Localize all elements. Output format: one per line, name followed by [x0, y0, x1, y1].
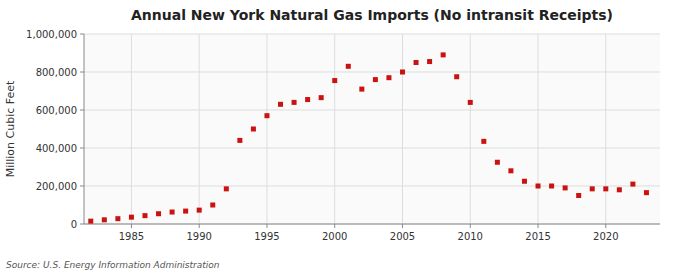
- point: [237, 138, 242, 143]
- point: [142, 213, 147, 218]
- x-grid-line: [605, 34, 606, 224]
- chart-title: Annual New York Natural Gas Imports (No …: [131, 7, 613, 23]
- y-tick: [80, 72, 84, 73]
- x-tick-label: 1985: [119, 231, 144, 242]
- x-grid-line: [402, 34, 403, 224]
- y-axis-label: Million Cubic Feet: [4, 80, 17, 177]
- plot-background: [84, 34, 660, 224]
- point: [603, 186, 608, 191]
- point: [644, 190, 649, 195]
- point: [88, 219, 93, 224]
- point: [630, 182, 635, 187]
- point: [441, 52, 446, 57]
- y-axis-line: [84, 34, 85, 224]
- point: [359, 87, 364, 92]
- point: [264, 113, 269, 118]
- point: [319, 95, 324, 100]
- y-grid-line: [84, 148, 660, 149]
- y-tick: [80, 34, 84, 35]
- y-tick: [80, 186, 84, 187]
- point: [115, 216, 120, 221]
- point: [617, 187, 622, 192]
- x-tick-label: 2000: [322, 231, 347, 242]
- point: [495, 160, 500, 165]
- x-grid-line: [334, 34, 335, 224]
- chart-container: Annual New York Natural Gas Imports (No …: [0, 0, 675, 275]
- x-tick-label: 2010: [458, 231, 483, 242]
- point: [373, 77, 378, 82]
- point: [102, 217, 107, 222]
- y-tick-label: 600,000: [36, 105, 77, 116]
- point: [197, 208, 202, 213]
- x-tick-label: 2005: [390, 231, 415, 242]
- x-grid-line: [266, 34, 267, 224]
- x-tick-label: 1995: [254, 231, 279, 242]
- y-tick-label: 1,000,000: [26, 29, 77, 40]
- point: [346, 64, 351, 69]
- point: [576, 193, 581, 198]
- y-grid-line: [84, 224, 660, 225]
- y-grid-line: [84, 110, 660, 111]
- y-tick: [80, 148, 84, 149]
- y-tick: [80, 110, 84, 111]
- x-tick: [470, 224, 471, 228]
- x-grid-line: [199, 34, 200, 224]
- x-tick: [402, 224, 403, 228]
- y-tick-label: 0: [71, 219, 77, 230]
- source-note: Source: U.S. Energy Information Administ…: [6, 260, 220, 270]
- y-grid-line: [84, 34, 660, 35]
- point: [278, 102, 283, 107]
- x-tick: [605, 224, 606, 228]
- grid: [84, 34, 660, 224]
- point: [251, 127, 256, 132]
- point: [522, 179, 527, 184]
- y-tick-label: 200,000: [36, 181, 77, 192]
- points: [88, 52, 649, 223]
- y-grid-line: [84, 186, 660, 187]
- point: [563, 185, 568, 190]
- x-tick-label: 1990: [186, 231, 211, 242]
- point: [292, 100, 297, 105]
- point: [508, 168, 513, 173]
- y-tick: [80, 224, 84, 225]
- point: [400, 70, 405, 75]
- x-tick: [266, 224, 267, 228]
- point: [210, 203, 215, 208]
- point: [454, 74, 459, 79]
- point: [183, 209, 188, 214]
- point: [590, 186, 595, 191]
- x-tick: [334, 224, 335, 228]
- point: [224, 186, 229, 191]
- point: [305, 97, 310, 102]
- y-grid-line: [84, 72, 660, 73]
- y-tick-label: 400,000: [36, 143, 77, 154]
- point: [549, 184, 554, 189]
- point: [427, 59, 432, 64]
- x-tick: [199, 224, 200, 228]
- point: [414, 60, 419, 65]
- x-grid-line: [470, 34, 471, 224]
- point: [332, 78, 337, 83]
- point: [481, 139, 486, 144]
- x-tick: [131, 224, 132, 228]
- chart-svg: Annual New York Natural Gas Imports (No …: [0, 0, 675, 275]
- point: [156, 211, 161, 216]
- x-grid-line: [131, 34, 132, 224]
- point: [468, 100, 473, 105]
- x-axis-line: [84, 224, 660, 225]
- point: [170, 210, 175, 215]
- x-grid-line: [538, 34, 539, 224]
- point: [386, 75, 391, 80]
- x-tick-label: 2015: [525, 231, 550, 242]
- x-tick-label: 2020: [593, 231, 618, 242]
- point: [129, 215, 134, 220]
- x-tick: [538, 224, 539, 228]
- axes: 0 200,000 400,000 600,000 800,000 1,000,000 19…: [26, 29, 660, 243]
- y-tick-label: 800,000: [36, 67, 77, 78]
- point: [536, 184, 541, 189]
